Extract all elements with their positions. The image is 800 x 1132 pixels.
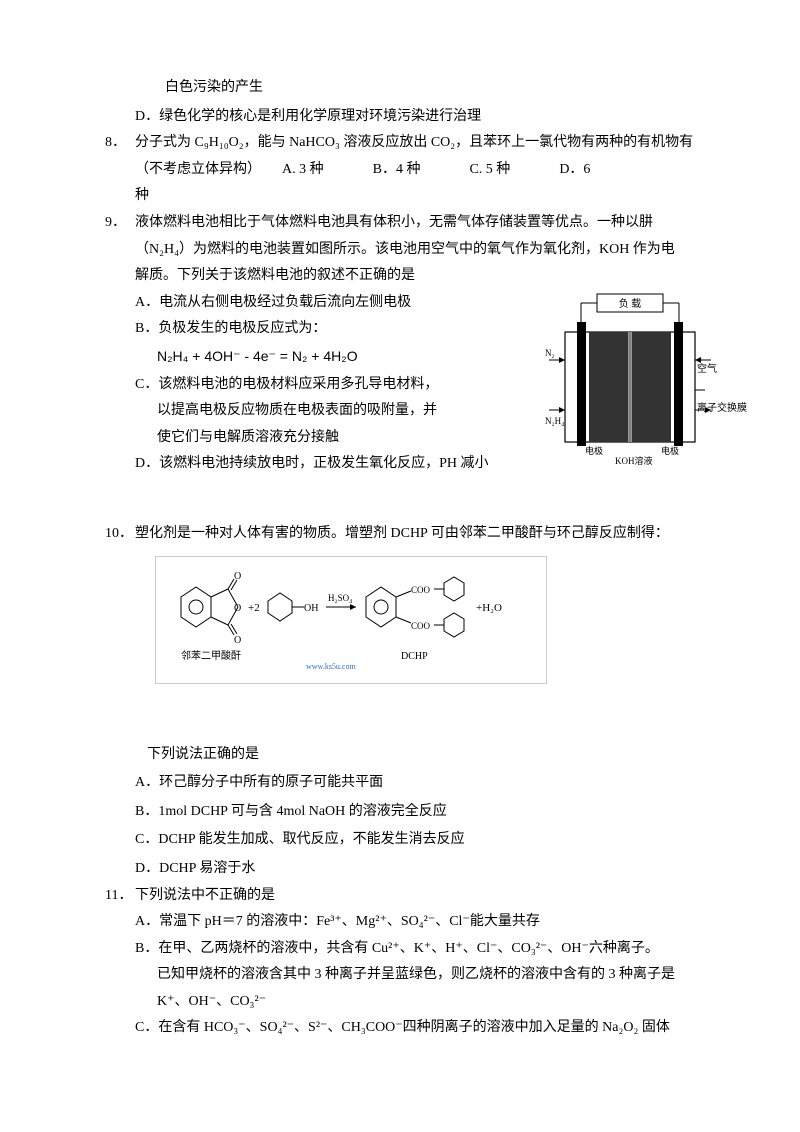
svg-text:H₂SO₄: H₂SO₄	[328, 593, 352, 603]
svg-text:N₂: N₂	[545, 348, 555, 358]
svg-text:电极: 电极	[661, 445, 679, 456]
svg-text:电极: 电极	[585, 445, 603, 456]
q10-a: A．环己醇分子中所有的原子可能共平面	[105, 770, 715, 797]
q8-text2: （不考虑立体异构）	[135, 162, 261, 177]
q8-opt-c: C. 5 种	[469, 162, 510, 177]
q9-c3: 使它们与电解质溶液充分接触	[135, 430, 339, 445]
q10-b: B．1mol DCHP 可与含 4mol NaOH 的溶液完全反应	[105, 799, 715, 826]
q9-num: 9．	[105, 210, 135, 521]
q11-t: 下列说法中不正确的是	[135, 888, 275, 903]
svg-text:邻苯二甲酸酐: 邻苯二甲酸酐	[181, 649, 241, 662]
svg-text:KOH溶液: KOH溶液	[615, 455, 653, 465]
q9-b-eq: N₂H₄ + 4OH⁻ - 4e⁻ = N₂ + 4H₂O	[135, 348, 358, 364]
q10-c: C．DCHP 能发生加成、取代反应，不能发生消去反应	[105, 827, 715, 854]
svg-text:O: O	[234, 571, 241, 582]
svg-text:COO: COO	[411, 585, 431, 595]
q9-c2: 以提高电极反应物质在电极表面的吸附量，并	[135, 403, 437, 418]
svg-text:+2: +2	[248, 602, 260, 614]
svg-text:负 载: 负 载	[619, 297, 642, 310]
q9-c1: C．该燃料电池的电极材料应采用多孔导电材料，	[135, 377, 438, 392]
q9-t3: 解质。下列关于该燃料电池的叙述不正确的是	[135, 268, 415, 283]
q10-d: D．DCHP 易溶于水	[105, 856, 715, 883]
q11-b1: B．在甲、乙两烧杯的溶液中，共含有 Cu²⁺、K⁺、H⁺、Cl⁻、CO₃²⁻、O…	[135, 941, 659, 956]
fig9-air: 空气	[697, 360, 800, 379]
q11-b3: K⁺、OH⁻、CO₃²⁻	[135, 994, 266, 1009]
q8-opt-a: A. 3 种	[282, 162, 324, 177]
q10-stmt: 下列说法正确的是	[105, 742, 715, 769]
q9-b: B．负极发生的电极反应式为：	[135, 321, 326, 336]
q8-opt-d2: 种	[135, 188, 149, 203]
q10: 10． 塑化剂是一种对人体有害的物质。增塑剂 DCHP 可由邻苯二甲酸酐与环己醇…	[105, 521, 715, 548]
q8-opt-b: B．4 种	[373, 162, 421, 177]
q11-num: 11．	[105, 883, 135, 1043]
q11-a: A．常温下 pH＝7 的溶液中：Fe³⁺、Mg²⁺、SO₄²⁻、Cl⁻能大量共存	[135, 914, 540, 929]
svg-text:O: O	[234, 635, 241, 646]
svg-text:DCHP: DCHP	[401, 651, 428, 662]
fig9-mem: 离子交换膜	[697, 399, 800, 418]
svg-text:www.ks5u.com: www.ks5u.com	[306, 662, 356, 671]
q11-b2: 已知甲烧杯的溶液含其中 3 种离子并呈蓝绿色，则乙烧杯的溶液中含有的 3 种离子…	[135, 967, 675, 982]
q9-t1: 液体燃料电池相比于气体燃料电池具有体积小，无需气体存储装置等优点。一种以肼	[135, 215, 653, 230]
svg-text:N₂H₄: N₂H₄	[545, 416, 564, 426]
svg-text:OH: OH	[304, 603, 318, 614]
q9: 9． 液体燃料电池相比于气体燃料电池具有体积小，无需气体存储装置等优点。一种以肼…	[105, 210, 715, 521]
q11-c: C．在含有 HCO₃⁻、SO₄²⁻、S²⁻、CH₃COO⁻四种阴离子的溶液中加入…	[135, 1020, 670, 1035]
svg-text:O: O	[234, 603, 241, 614]
reaction-diagram: O O O +2 OH H₂SO₄ COO COO +H₂O 邻苯二甲酸酐 DC…	[155, 556, 547, 684]
q8-text1: 分子式为 C₉H₁₀O₂，能与 NaHCO₃ 溶液反应放出 CO₂，且苯环上一氯…	[135, 135, 693, 150]
q11: 11． 下列说法中不正确的是 A．常温下 pH＝7 的溶液中：Fe³⁺、Mg²⁺…	[105, 883, 715, 1043]
svg-text:+H₂O: +H₂O	[476, 602, 502, 614]
q8-num: 8．	[105, 130, 135, 210]
q9-d: D．该燃料电池持续放电时，正极发生氧化反应，PH 减小	[135, 456, 489, 471]
q8: 8． 分子式为 C₉H₁₀O₂，能与 NaHCO₃ 溶液反应放出 CO₂，且苯环…	[105, 130, 715, 210]
q8-opt-d: D．6	[559, 162, 590, 177]
q7-cont-text: 白色污染的产生	[105, 75, 715, 102]
q10-num: 10．	[105, 521, 135, 548]
q9-a: A．电流从右侧电极经过负载后流向左侧电极	[135, 295, 411, 310]
q10-t1: 塑化剂是一种对人体有害的物质。增塑剂 DCHP 可由邻苯二甲酸酐与环己醇反应制得…	[135, 526, 669, 541]
svg-text:COO: COO	[411, 621, 431, 631]
q9-t2: （N₂H₄）为燃料的电池装置如图所示。该电池用空气中的氧气作为氧化剂，KOH 作…	[135, 242, 675, 257]
q7-option-d: D．绿色化学的核心是利用化学原理对环境污染进行治理	[105, 104, 715, 131]
fuel-cell-diagram: 负 载 N₂ N₂H₄ 电极 电极 KOH溶液 空气	[545, 290, 715, 514]
